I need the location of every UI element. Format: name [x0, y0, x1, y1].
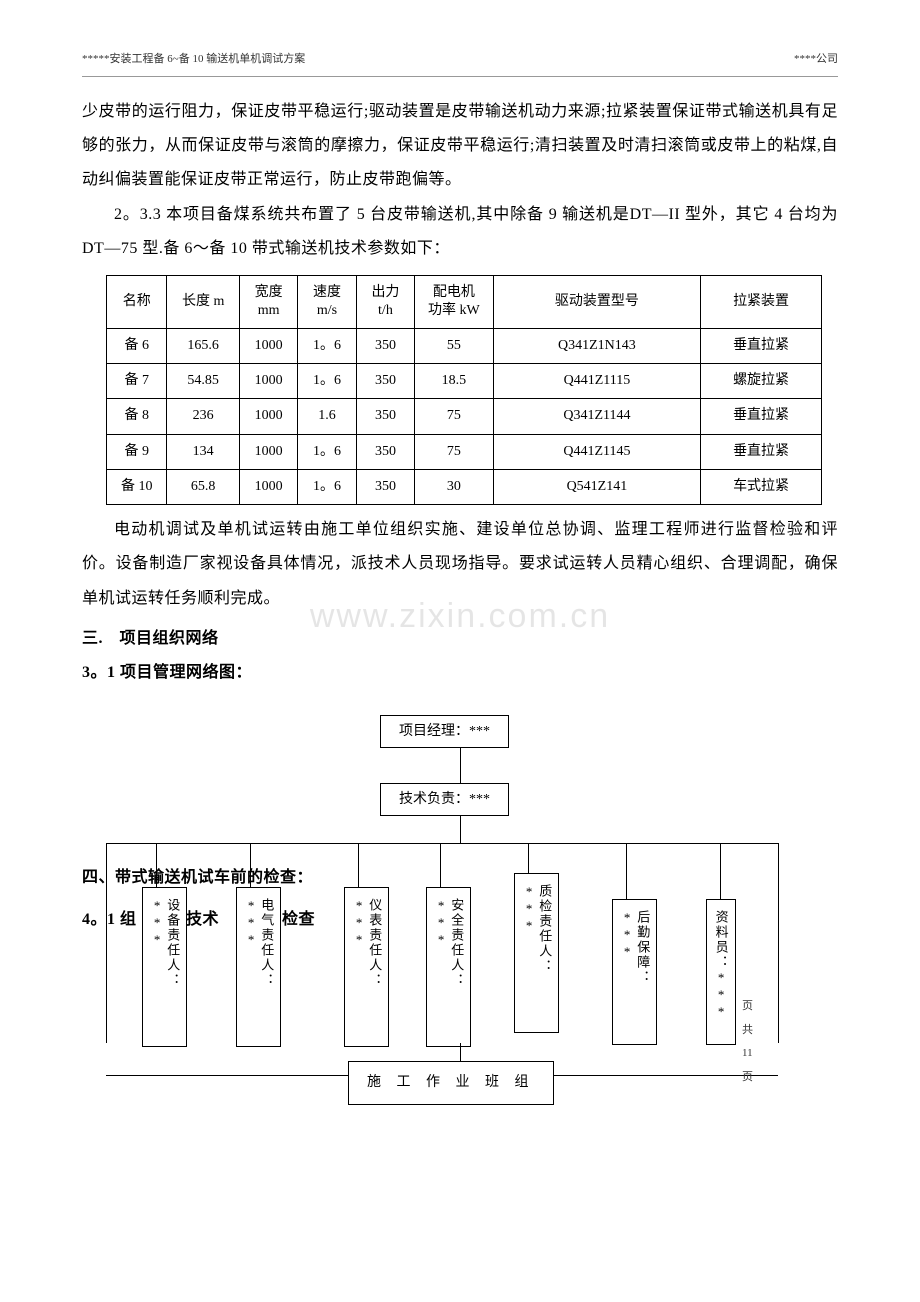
section-3-title: 三. 项目组织网络 — [82, 622, 838, 656]
org-leaf-logistics: 后勤保障：*** — [612, 899, 657, 1045]
paragraph-3: 电动机调试及单机试运转由施工单位组织实施、建设单位总协调、监理工程师进行监督检验… — [82, 513, 838, 616]
org-leaf-instrument: 仪表责任人：*** — [344, 887, 389, 1047]
table-row: 备 754.8510001。635018.5Q441Z1115螺旋拉紧 — [107, 364, 822, 399]
org-connector — [460, 815, 461, 843]
org-leaf-safety: 安全责任人：*** — [426, 887, 471, 1047]
table-cell: 备 9 — [107, 434, 167, 469]
table-row: 备 823610001.635075Q341Z1144垂直拉紧 — [107, 399, 822, 434]
table-cell: 1000 — [239, 364, 297, 399]
table-cell: 55 — [415, 328, 494, 363]
table-cell: Q341Z1144 — [493, 399, 700, 434]
table-cell: 1.6 — [298, 399, 356, 434]
table-cell: 备 8 — [107, 399, 167, 434]
col-drive: 驱动装置型号 — [493, 275, 700, 328]
table-cell: 165.6 — [167, 328, 240, 363]
org-leaf-qc: 质检责任人：*** — [514, 873, 559, 1033]
table-cell: 1。6 — [298, 434, 356, 469]
table-cell: 350 — [356, 434, 414, 469]
table-cell: 65.8 — [167, 469, 240, 504]
table-cell: 螺旋拉紧 — [701, 364, 822, 399]
table-cell: 350 — [356, 469, 414, 504]
table-row: 备 913410001。635075Q441Z1145垂直拉紧 — [107, 434, 822, 469]
table-cell: 垂直拉紧 — [701, 399, 822, 434]
org-connector — [460, 747, 461, 783]
org-node-crew: 施 工 作 业 班 组 — [348, 1061, 554, 1105]
table-cell: 垂直拉紧 — [701, 328, 822, 363]
section-4-1-frag-b: 技术 — [186, 903, 219, 937]
table-cell: 350 — [356, 399, 414, 434]
table-row: 备 6165.610001。635055Q341Z1N143垂直拉紧 — [107, 328, 822, 363]
org-chart: 项目经理：*** 技术负责：*** 设备责任人：*** 电气责任人：*** 仪表… — [82, 715, 838, 1095]
conveyor-spec-table: 名称 长度 m 宽度mm 速度m/s 出力t/h 配电机功率 kW 驱动装置型号… — [106, 275, 822, 505]
col-length: 长度 m — [167, 275, 240, 328]
paragraph-1: 少皮带的运行阻力，保证皮带平稳运行;驱动装置是皮带输送机动力来源;拉紧装置保证带… — [82, 95, 838, 198]
table-cell: 备 10 — [107, 469, 167, 504]
page-footer-right: 页共 11 页 — [742, 995, 756, 1101]
table-cell: 车式拉紧 — [701, 469, 822, 504]
col-tension: 拉紧装置 — [701, 275, 822, 328]
section-4-1-frag-a: 4。1 组 — [82, 903, 137, 937]
col-width: 宽度mm — [239, 275, 297, 328]
table-cell: 1000 — [239, 399, 297, 434]
col-power: 配电机功率 kW — [415, 275, 494, 328]
table-cell: 1。6 — [298, 328, 356, 363]
table-cell: 1000 — [239, 469, 297, 504]
table-cell: 备 6 — [107, 328, 167, 363]
table-cell: 54.85 — [167, 364, 240, 399]
table-cell: 1000 — [239, 434, 297, 469]
org-node-pm: 项目经理：*** — [380, 715, 509, 749]
table-cell: 350 — [356, 328, 414, 363]
org-leaf-archivist: 资料员：*** — [706, 899, 736, 1045]
header-left: *****安装工程备 6~备 10 输送机单机调试方案 — [82, 48, 305, 72]
table-cell: 垂直拉紧 — [701, 434, 822, 469]
table-cell: 备 7 — [107, 364, 167, 399]
col-output: 出力t/h — [356, 275, 414, 328]
table-body: 备 6165.610001。635055Q341Z1N143垂直拉紧备 754.… — [107, 328, 822, 504]
org-leaf-electric: 电气责任人：*** — [236, 887, 281, 1047]
table-cell: Q441Z1145 — [493, 434, 700, 469]
org-node-tech-lead: 技术负责：*** — [380, 783, 509, 817]
table-cell: 134 — [167, 434, 240, 469]
table-cell: 30 — [415, 469, 494, 504]
page-header: *****安装工程备 6~备 10 输送机单机调试方案 ****公司 — [82, 48, 838, 77]
table-cell: Q341Z1N143 — [493, 328, 700, 363]
table-cell: Q441Z1115 — [493, 364, 700, 399]
col-speed: 速度m/s — [298, 275, 356, 328]
org-connector — [106, 843, 778, 844]
table-cell: 1。6 — [298, 364, 356, 399]
table-row: 备 1065.810001。635030Q541Z141车式拉紧 — [107, 469, 822, 504]
table-header-row: 名称 长度 m 宽度mm 速度m/s 出力t/h 配电机功率 kW 驱动装置型号… — [107, 275, 822, 328]
table-cell: 1000 — [239, 328, 297, 363]
section-3-1-title: 3。1 项目管理网络图： — [82, 656, 838, 690]
table-cell: 75 — [415, 434, 494, 469]
table-cell: 18.5 — [415, 364, 494, 399]
section-4-1-frag-c: 检查 — [282, 903, 315, 937]
col-name: 名称 — [107, 275, 167, 328]
org-leaf-equipment: 设备责任人：*** — [142, 887, 187, 1047]
paragraph-2: 2。3.3 本项目备煤系统共布置了 5 台皮带输送机,其中除备 9 输送机是DT… — [82, 198, 838, 267]
table-cell: Q541Z141 — [493, 469, 700, 504]
table-cell: 350 — [356, 364, 414, 399]
table-cell: 1。6 — [298, 469, 356, 504]
section-4-title: 四、带式输送机试车前的检查： — [82, 861, 838, 895]
header-right: ****公司 — [794, 48, 838, 72]
table-cell: 236 — [167, 399, 240, 434]
table-cell: 75 — [415, 399, 494, 434]
